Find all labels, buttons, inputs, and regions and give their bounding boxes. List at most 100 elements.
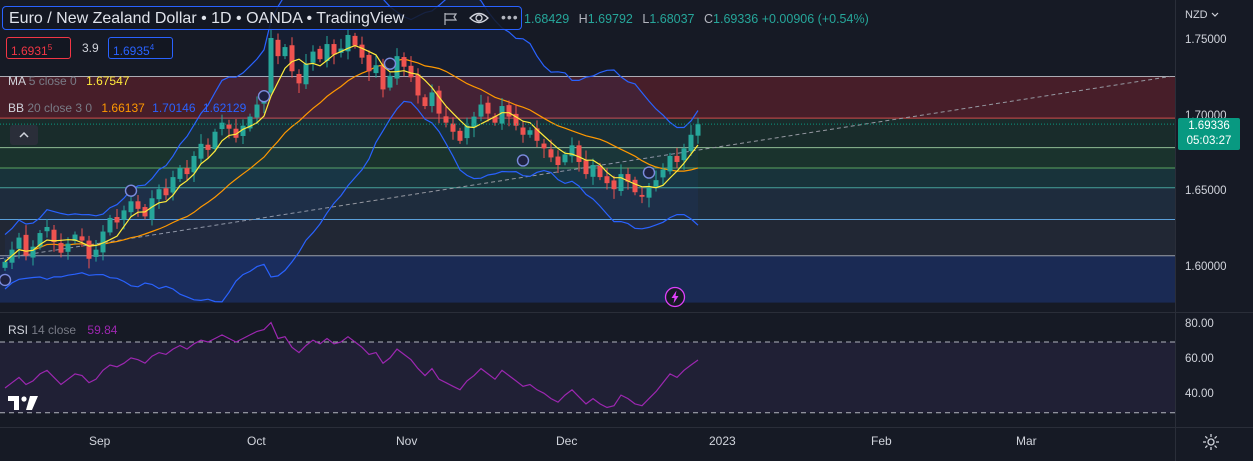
candle-body [527,130,533,135]
candle-body [695,124,701,136]
candle-body [464,125,470,139]
candle-body [534,128,540,141]
ohlc-close: 1.69336 [713,12,759,26]
gear-icon[interactable] [1202,433,1220,451]
candle-body [429,92,435,107]
candle-body [485,102,491,114]
candle-body [177,168,183,179]
candle-body [317,48,323,60]
buy-button[interactable]: 1.69354 [108,37,173,59]
bb-params: 20 close 3 0 [27,101,93,115]
candle-body [296,73,302,84]
zone-band [0,147,1175,169]
candle-body [331,44,337,55]
currency-label: NZD [1185,9,1208,21]
candle-body [359,44,365,58]
rsi-line [4,321,699,409]
rsi-axis-label: 40.00 [1185,388,1214,400]
spread-value: 3.9 [82,41,99,55]
candle-body [562,154,568,163]
event-marker [383,57,397,70]
candle-body [660,169,666,178]
chevron-down-icon [1211,12,1219,17]
ma-legend[interactable]: MA 5 close 0 1.67547 [8,74,129,88]
bb-basis-line [4,58,699,263]
candle-body [100,231,106,253]
price-axis-border [1175,0,1176,461]
ma-params: 5 close 0 [28,74,77,88]
ohlc-readout: 1.68429 H1.69792 L1.68037 C1.69336 +0.00… [524,12,869,26]
candle-body [338,48,344,53]
candle-body [639,194,645,197]
candle-body [688,134,694,152]
candle-body [289,45,295,72]
candle-body [303,63,309,85]
candle-body [23,234,29,256]
candle-body [191,155,197,173]
candle-body [422,97,428,107]
candle-body [86,240,92,259]
bb-name: BB [8,101,25,115]
candle-body [499,106,505,124]
candle-body [618,174,624,192]
tradingview-logo [8,396,38,410]
candle-body [415,74,421,96]
flag-icon[interactable] [444,13,458,25]
buy-price-super: 4 [149,43,155,52]
bb-lower-value: 1.62129 [202,101,247,115]
event-marker [516,154,530,167]
rsi-legend[interactable]: RSI 14 close 59.84 [8,323,117,337]
last-price-label: 1.69336 05:03:27 [1178,118,1240,150]
time-label: 2023 [709,434,736,448]
rsi-value: 59.84 [87,323,118,337]
symbol-header[interactable]: Euro / New Zealand Dollar • 1D • OANDA •… [2,6,522,30]
bb-fill [5,0,698,302]
bb-basis-value: 1.66137 [101,101,145,115]
currency-selector[interactable]: NZD [1185,9,1219,21]
time-label: Dec [556,434,578,448]
candle-body [65,243,71,252]
candle-body [275,39,281,57]
zone-band [0,219,1175,256]
candle-body [520,127,526,135]
time-label: Feb [871,434,892,448]
bb-legend[interactable]: BB 20 close 3 0 1.66137 1.70146 1.62129 [8,101,246,115]
candle-body [653,180,659,187]
candle-body [590,165,596,177]
ma-line [4,44,699,263]
event-marker [642,166,656,179]
candle-body [163,188,169,196]
ma-value: 1.67547 [86,74,130,88]
candle-body [387,75,393,88]
rsi-params: 14 close [31,323,77,337]
sell-button[interactable]: 1.69315 [6,37,71,59]
candle-body [79,236,85,241]
candle-body [492,116,498,123]
candle-body [247,116,253,129]
lightning-icon[interactable] [664,286,686,308]
candle-body [548,149,554,158]
sell-price: 1.6931 [11,44,48,58]
candle-body [219,122,225,130]
more-icon[interactable]: ••• [501,9,519,25]
collapse-legend-button[interactable] [10,125,38,145]
candle-body [611,180,617,190]
eye-icon[interactable] [469,11,489,25]
bb-lower-line [4,100,699,303]
candle-body [282,47,288,57]
ohlc-low: 1.68037 [649,12,695,26]
candle-body [107,217,113,233]
candle-body [44,227,50,232]
candle-body [625,174,631,182]
candle-body [394,56,400,79]
candle-body [555,156,561,166]
candle-body [205,144,211,150]
candle-body [226,124,232,129]
time-label: Mar [1016,434,1037,448]
price-label: 1.60000 [1185,261,1227,273]
bb-upper-value: 1.70146 [152,101,196,115]
rsi-name: RSI [8,323,29,337]
sell-price-super: 5 [47,43,53,52]
rsi-axis-label: 80.00 [1185,318,1214,330]
